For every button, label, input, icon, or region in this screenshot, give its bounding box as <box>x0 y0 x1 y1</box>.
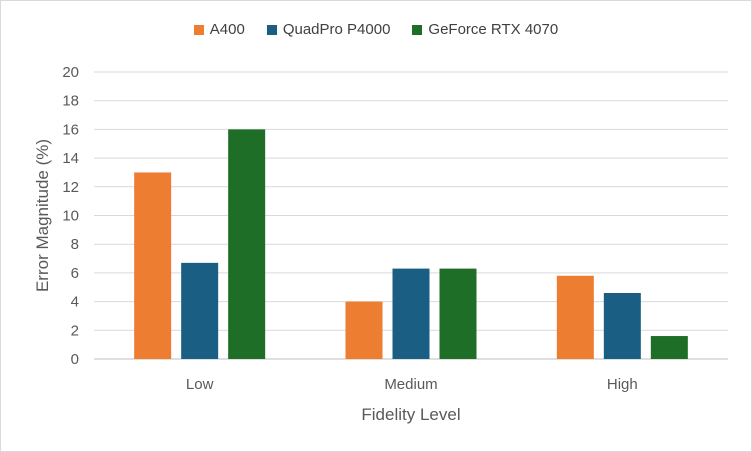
y-tick-label: 16 <box>62 121 79 138</box>
legend-swatch-geforce-rtx-4070 <box>412 24 423 35</box>
y-tick-label: 10 <box>62 208 79 225</box>
legend-item-a400: A400 <box>193 21 245 38</box>
x-tick-label: High <box>607 376 638 393</box>
legend-item-geforce-rtx-4070: GeForce RTX 4070 <box>412 21 558 38</box>
y-tick-label: 20 <box>62 64 79 81</box>
gridlines <box>94 71 728 360</box>
y-tick-label: 2 <box>71 322 79 339</box>
x-tick-labels: Low Medium High <box>186 376 638 393</box>
bar-geforce-rtx-4070-medium <box>439 268 477 359</box>
legend-label-quadpro-p4000: QuadPro P4000 <box>282 21 391 38</box>
y-tick-labels: 0 2 4 6 8 10 12 14 16 18 20 <box>62 64 79 368</box>
legend-swatch-a400 <box>193 24 204 35</box>
bar-quadpro-p4000-high <box>603 292 641 359</box>
y-tick-label: 8 <box>71 236 79 253</box>
legend: A400 QuadPro P4000 GeForce RTX 4070 <box>1 21 751 38</box>
x-axis-title: Fidelity Level <box>361 405 460 424</box>
y-axis-title: Error Magnitude (%) <box>33 139 52 292</box>
bar-a400-low <box>134 172 172 359</box>
legend-label-a400: A400 <box>209 21 245 38</box>
y-tick-label: 14 <box>62 150 79 167</box>
y-tick-label: 4 <box>71 294 79 311</box>
bar-a400-medium <box>345 301 383 359</box>
bar-geforce-rtx-4070-high <box>650 336 688 359</box>
x-tick-label: Medium <box>384 376 437 393</box>
y-tick-label: 12 <box>62 179 79 196</box>
y-tick-label: 18 <box>62 93 79 110</box>
y-tick-label: 6 <box>71 265 79 282</box>
bar-a400-high <box>556 275 594 359</box>
bar-quadpro-p4000-low <box>181 262 219 359</box>
legend-item-quadpro-p4000: QuadPro P4000 <box>266 21 391 38</box>
legend-label-geforce-rtx-4070: GeForce RTX 4070 <box>428 21 559 38</box>
bar-quadpro-p4000-medium <box>392 268 430 359</box>
bars <box>134 129 688 359</box>
bar-geforce-rtx-4070-low <box>228 129 266 359</box>
legend-swatch-quadpro-p4000 <box>266 24 277 35</box>
y-tick-label: 0 <box>71 351 79 368</box>
x-tick-label: Low <box>186 376 214 393</box>
